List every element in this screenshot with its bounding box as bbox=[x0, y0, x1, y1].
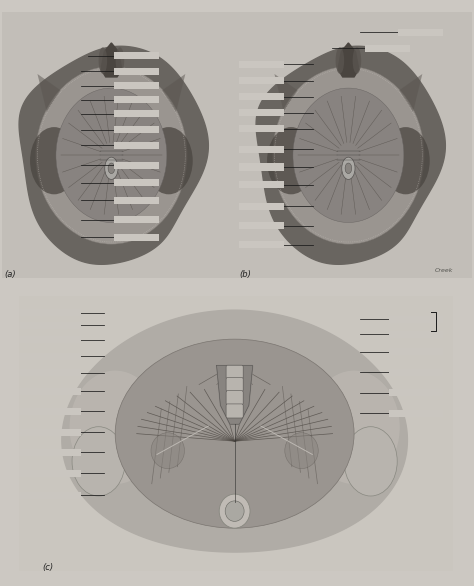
Bar bbox=[114, 82, 159, 89]
Bar bbox=[389, 389, 443, 396]
Bar bbox=[19, 492, 81, 499]
Bar bbox=[114, 52, 159, 59]
Polygon shape bbox=[399, 74, 422, 112]
Bar bbox=[398, 29, 443, 36]
Bar bbox=[114, 142, 159, 149]
Ellipse shape bbox=[56, 88, 167, 223]
Bar bbox=[114, 96, 159, 103]
Ellipse shape bbox=[336, 47, 344, 74]
Bar bbox=[239, 146, 284, 153]
Bar bbox=[114, 68, 159, 75]
Ellipse shape bbox=[145, 127, 193, 195]
Text: (a): (a) bbox=[5, 270, 17, 279]
Bar bbox=[389, 369, 443, 376]
Polygon shape bbox=[37, 74, 61, 112]
Bar bbox=[239, 181, 284, 188]
Bar bbox=[239, 222, 284, 229]
Bar bbox=[239, 241, 284, 248]
Text: (c): (c) bbox=[43, 563, 54, 571]
Polygon shape bbox=[256, 46, 446, 264]
Ellipse shape bbox=[342, 157, 355, 179]
Bar bbox=[239, 93, 284, 100]
Text: Creek: Creek bbox=[434, 268, 453, 274]
Bar bbox=[114, 234, 159, 241]
Bar bbox=[19, 470, 81, 477]
Ellipse shape bbox=[344, 427, 397, 496]
Bar bbox=[389, 410, 443, 417]
Ellipse shape bbox=[151, 432, 184, 469]
FancyBboxPatch shape bbox=[226, 377, 243, 391]
Ellipse shape bbox=[99, 47, 107, 74]
Bar bbox=[114, 110, 159, 117]
Bar bbox=[239, 61, 284, 68]
Ellipse shape bbox=[115, 339, 354, 528]
Ellipse shape bbox=[273, 66, 424, 244]
Bar bbox=[239, 163, 284, 171]
Polygon shape bbox=[19, 46, 209, 264]
Ellipse shape bbox=[36, 66, 187, 244]
Polygon shape bbox=[62, 310, 408, 552]
Bar bbox=[389, 331, 443, 338]
Ellipse shape bbox=[353, 47, 361, 74]
Bar bbox=[19, 353, 81, 360]
FancyBboxPatch shape bbox=[226, 404, 243, 418]
Bar bbox=[2, 12, 472, 278]
Ellipse shape bbox=[108, 163, 115, 173]
FancyBboxPatch shape bbox=[226, 391, 243, 405]
Polygon shape bbox=[162, 74, 185, 112]
Ellipse shape bbox=[267, 127, 315, 195]
Bar bbox=[114, 216, 159, 223]
Ellipse shape bbox=[105, 157, 118, 179]
Ellipse shape bbox=[219, 494, 250, 528]
Bar bbox=[19, 309, 81, 316]
Ellipse shape bbox=[285, 432, 318, 469]
Bar bbox=[19, 449, 81, 456]
Ellipse shape bbox=[293, 88, 404, 223]
Bar bbox=[239, 203, 284, 210]
Text: (b): (b) bbox=[239, 270, 251, 279]
Bar bbox=[389, 348, 443, 355]
Bar bbox=[19, 369, 81, 376]
Ellipse shape bbox=[345, 163, 352, 173]
Bar bbox=[114, 197, 159, 204]
Ellipse shape bbox=[225, 501, 244, 522]
Bar bbox=[19, 408, 81, 415]
Ellipse shape bbox=[116, 47, 124, 74]
Ellipse shape bbox=[382, 127, 430, 195]
Bar bbox=[365, 45, 410, 52]
FancyBboxPatch shape bbox=[226, 365, 243, 379]
Bar bbox=[389, 316, 443, 323]
Polygon shape bbox=[217, 366, 253, 424]
Bar bbox=[19, 388, 81, 395]
Polygon shape bbox=[274, 74, 298, 112]
Ellipse shape bbox=[30, 127, 78, 195]
Bar bbox=[114, 162, 159, 169]
Bar bbox=[239, 109, 284, 116]
Bar bbox=[114, 179, 159, 186]
Polygon shape bbox=[338, 43, 359, 77]
Polygon shape bbox=[101, 43, 122, 77]
Bar bbox=[239, 125, 284, 132]
Bar bbox=[19, 336, 81, 343]
Ellipse shape bbox=[309, 370, 400, 484]
Bar bbox=[19, 429, 81, 436]
Bar bbox=[114, 126, 159, 133]
Ellipse shape bbox=[70, 370, 161, 484]
Bar bbox=[19, 296, 453, 571]
Bar bbox=[19, 322, 81, 329]
Ellipse shape bbox=[72, 427, 125, 496]
Bar bbox=[239, 77, 284, 84]
